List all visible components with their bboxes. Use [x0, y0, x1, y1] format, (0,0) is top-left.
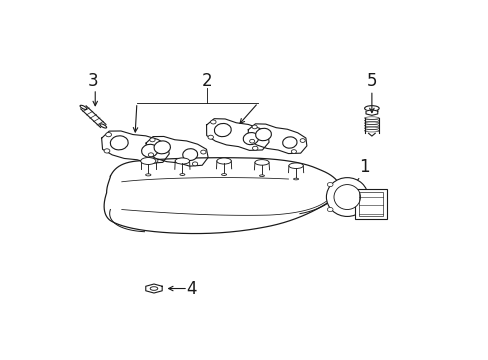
Ellipse shape — [214, 123, 231, 137]
Ellipse shape — [217, 158, 231, 164]
Ellipse shape — [326, 207, 332, 212]
Ellipse shape — [192, 162, 197, 166]
Ellipse shape — [152, 159, 158, 163]
Ellipse shape — [326, 183, 332, 186]
Ellipse shape — [255, 128, 271, 141]
Polygon shape — [145, 284, 162, 293]
Ellipse shape — [210, 120, 216, 124]
Ellipse shape — [175, 158, 189, 164]
Ellipse shape — [154, 141, 170, 154]
Text: 1: 1 — [358, 158, 369, 176]
Ellipse shape — [249, 139, 254, 143]
Ellipse shape — [333, 185, 360, 210]
Polygon shape — [104, 158, 338, 234]
Ellipse shape — [221, 174, 226, 175]
Ellipse shape — [80, 105, 87, 109]
Ellipse shape — [149, 138, 155, 142]
Polygon shape — [206, 119, 268, 150]
Ellipse shape — [262, 135, 267, 139]
Ellipse shape — [326, 177, 367, 216]
Ellipse shape — [288, 163, 303, 168]
Ellipse shape — [259, 175, 264, 176]
Text: 4: 4 — [186, 279, 197, 297]
Ellipse shape — [243, 132, 258, 145]
Ellipse shape — [180, 174, 184, 175]
Polygon shape — [146, 136, 208, 166]
Polygon shape — [102, 131, 169, 163]
Text: 5: 5 — [366, 72, 376, 90]
Ellipse shape — [282, 137, 296, 148]
Ellipse shape — [200, 150, 205, 154]
Ellipse shape — [252, 146, 258, 150]
Ellipse shape — [104, 149, 110, 153]
Bar — [354, 189, 386, 219]
Ellipse shape — [161, 146, 166, 150]
Ellipse shape — [105, 132, 111, 137]
Ellipse shape — [300, 139, 305, 143]
Text: 3: 3 — [88, 72, 99, 90]
Polygon shape — [365, 110, 377, 115]
Ellipse shape — [141, 158, 156, 165]
Bar — [358, 192, 383, 216]
Polygon shape — [248, 124, 306, 154]
Ellipse shape — [110, 136, 128, 150]
Ellipse shape — [145, 174, 151, 176]
Ellipse shape — [251, 125, 257, 129]
Ellipse shape — [100, 124, 106, 128]
Text: 2: 2 — [202, 72, 212, 90]
Ellipse shape — [364, 106, 378, 111]
Ellipse shape — [254, 159, 268, 165]
Ellipse shape — [291, 150, 296, 153]
Ellipse shape — [142, 144, 158, 157]
Ellipse shape — [148, 153, 153, 157]
Ellipse shape — [183, 149, 197, 161]
Ellipse shape — [293, 178, 298, 180]
Ellipse shape — [207, 135, 213, 139]
